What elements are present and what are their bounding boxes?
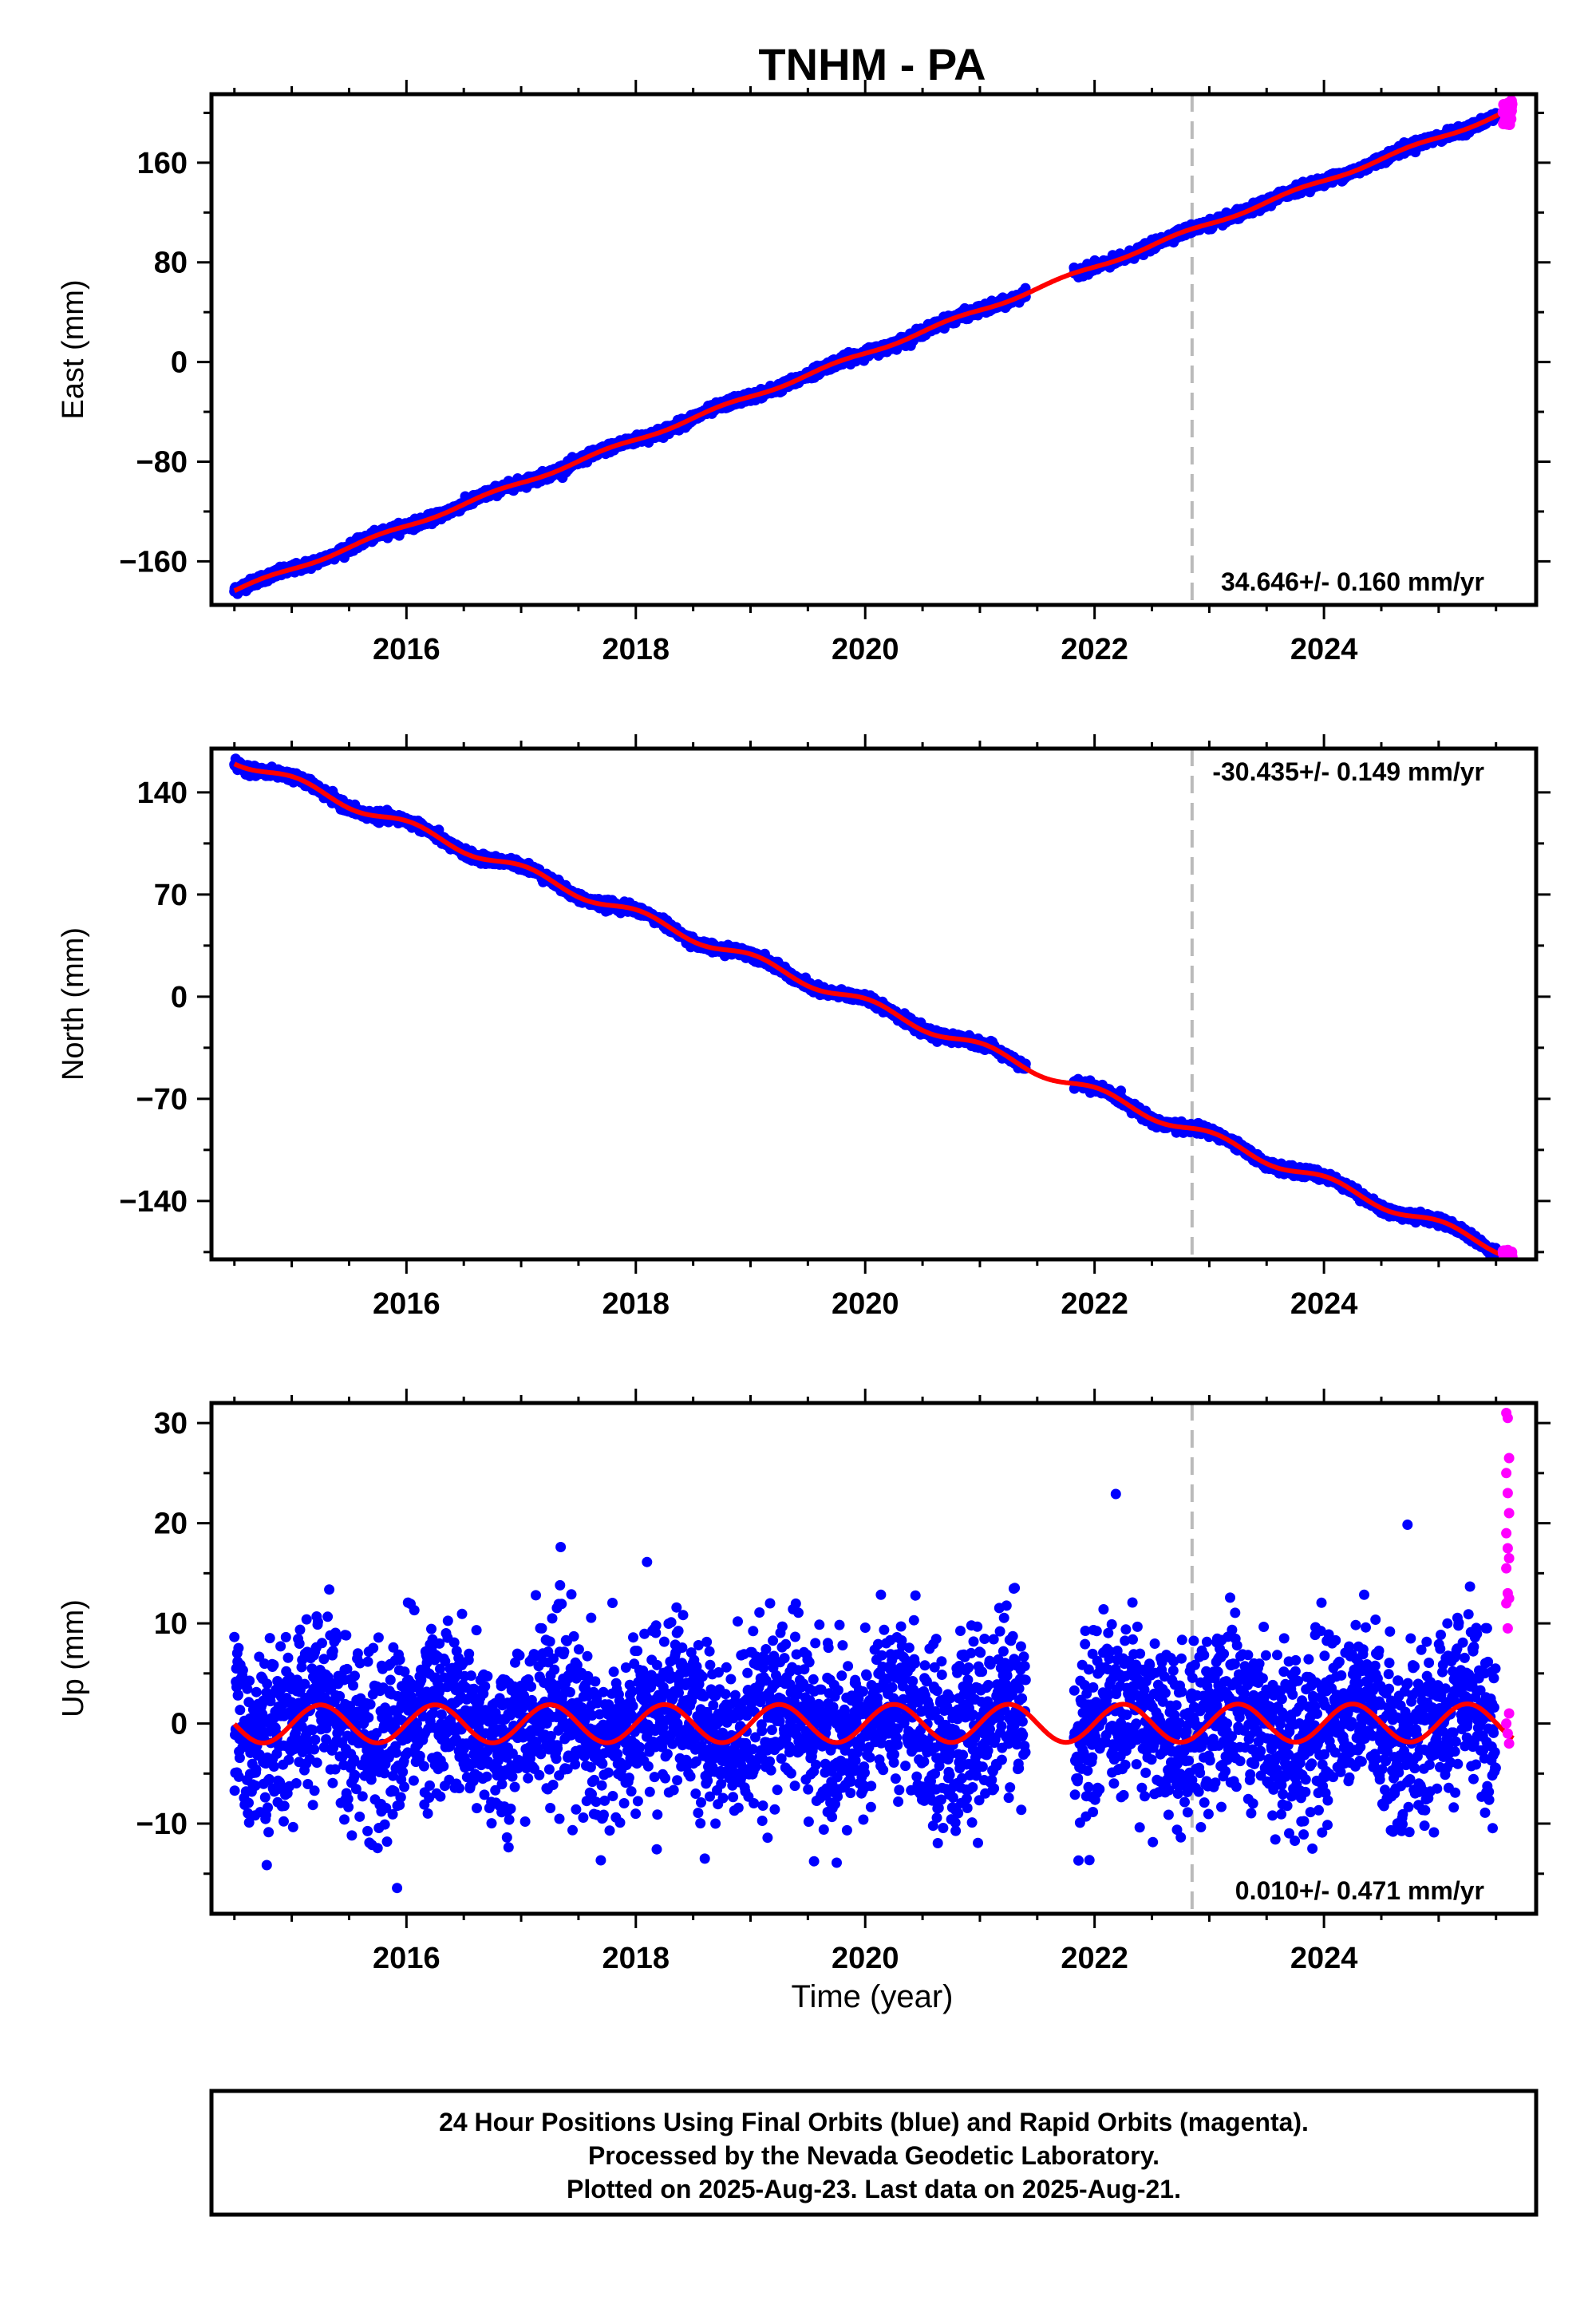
rapid-point — [1499, 103, 1511, 115]
rate-label: 34.646+/- 0.160 mm/yr — [1221, 567, 1484, 596]
chart-title: TNHM - PA — [758, 39, 986, 89]
rapid-point — [1501, 115, 1513, 127]
y-tick-label: 80 — [154, 247, 188, 280]
x-tick-label: 2020 — [832, 633, 899, 666]
final-orbit-points — [229, 753, 1501, 1259]
y-tick-label: −160 — [119, 545, 188, 579]
y-axis-label: East (mm) — [57, 279, 90, 419]
x-tick-label: 2024 — [1290, 633, 1358, 666]
rapid-orbit-points — [1497, 95, 1518, 130]
x-tick-label: 2018 — [602, 633, 670, 666]
east-panel: 2016 2018 2020 2022 2024 160 80 0 −80 −160 East (m… — [57, 80, 1551, 666]
plot-area — [229, 749, 1518, 1259]
plot-area — [229, 94, 1518, 605]
y-tick-label: 160 — [137, 147, 188, 180]
y-tick-label: −80 — [136, 445, 188, 479]
model-curve — [233, 105, 1515, 593]
y-tick-label: 0 — [171, 346, 188, 380]
x-tick-label: 2016 — [373, 633, 440, 666]
x-tick-label: 2022 — [1061, 633, 1128, 666]
